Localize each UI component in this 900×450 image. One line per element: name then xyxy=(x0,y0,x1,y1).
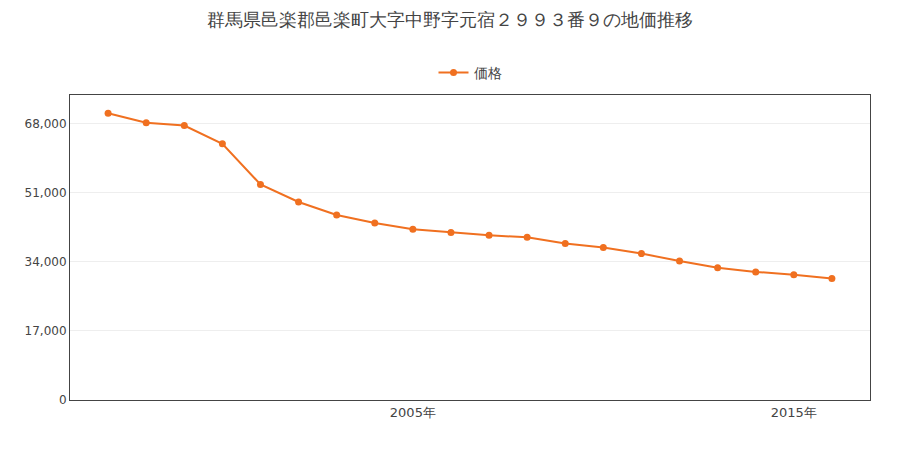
svg-text:17,000: 17,000 xyxy=(25,324,67,338)
svg-text:0: 0 xyxy=(59,393,67,407)
svg-text:68,000: 68,000 xyxy=(25,117,67,131)
svg-text:価格: 価格 xyxy=(474,65,502,81)
svg-text:群馬県邑楽郡邑楽町大字中野字元宿２９９３番９の地価推移: 群馬県邑楽郡邑楽町大字中野字元宿２９９３番９の地価推移 xyxy=(207,9,693,30)
svg-text:2005年: 2005年 xyxy=(390,405,436,420)
svg-text:34,000: 34,000 xyxy=(25,255,67,269)
svg-text:2015年: 2015年 xyxy=(771,405,817,420)
svg-text:51,000: 51,000 xyxy=(25,186,67,200)
